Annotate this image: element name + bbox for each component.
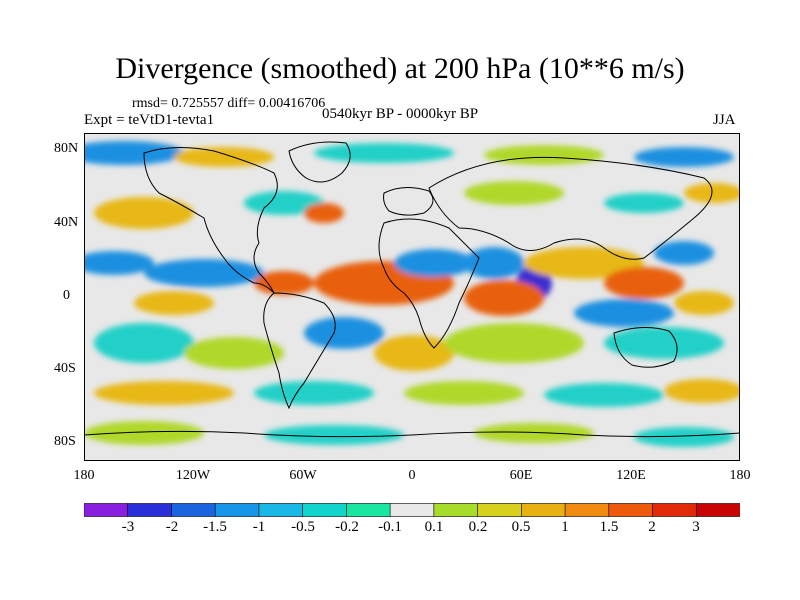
colorbar-label: -2 — [165, 519, 179, 535]
x-tick-label: 60W — [289, 468, 317, 483]
colorbar-swatch — [695, 503, 740, 517]
field-region — [304, 317, 384, 349]
field-region — [404, 381, 524, 405]
x-tick-label: 180 — [729, 468, 751, 483]
field-region — [254, 271, 314, 295]
field-region — [184, 337, 284, 369]
field-region — [94, 381, 234, 405]
colorbar-label: 0.2 — [468, 519, 488, 535]
field-region — [574, 299, 674, 327]
colorbar-label: -3 — [121, 519, 135, 535]
colorbar-label: 1.5 — [599, 519, 619, 535]
field-region — [464, 247, 524, 279]
field-region — [134, 291, 214, 315]
field-region — [604, 327, 724, 359]
field-region — [144, 259, 264, 287]
field-region — [444, 323, 584, 363]
colorbar-label: 0.5 — [511, 519, 531, 535]
colorbar-swatch — [214, 503, 260, 517]
africa-coast — [378, 218, 480, 349]
colorbar-label: 2 — [648, 519, 656, 535]
y-tick-label: 0 — [63, 288, 70, 303]
asia-coast — [428, 156, 713, 260]
period-label: 0540kyr BP - 0000kyr BP — [322, 106, 479, 122]
y-tick-label: 40N — [54, 215, 79, 230]
antarctica-coast — [84, 430, 740, 438]
colorbar-swatch — [521, 503, 566, 517]
y-tick-label: 80N — [54, 141, 79, 156]
field-region — [664, 379, 740, 403]
field-region — [394, 249, 474, 277]
europe-coast — [383, 187, 434, 216]
stats-text: rmsd= 0.725557 diff= 0.00416706 — [132, 96, 326, 111]
colorbar-swatch — [652, 503, 697, 517]
season-label: JJA — [713, 112, 736, 128]
field-region — [254, 381, 374, 405]
field-region — [634, 427, 734, 447]
colorbar-label: 0.1 — [424, 519, 444, 535]
field-region — [544, 383, 664, 407]
x-tick-label: 120W — [175, 468, 211, 483]
colorbar-label: -0.1 — [378, 519, 402, 535]
plot-title: Divergence (smoothed) at 200 hPa (10**6 … — [115, 52, 685, 85]
x-tick-label: 180 — [73, 468, 95, 483]
x-tick-label: 0 — [408, 468, 416, 483]
divergence-field — [84, 141, 740, 447]
x-tick-label: 60E — [509, 468, 533, 483]
divergence-map — [84, 133, 740, 461]
colorbar-label: -0.2 — [335, 519, 359, 535]
field-region — [634, 147, 734, 167]
experiment-label: Expt = teVtD1-tevta1 — [84, 112, 215, 128]
field-region — [674, 291, 734, 315]
colorbar-label: -0.5 — [291, 519, 315, 535]
y-tick-label: 80S — [54, 434, 76, 449]
field-region — [654, 241, 714, 265]
field-region — [484, 145, 604, 165]
field-region — [474, 423, 594, 443]
colorbar-swatch — [258, 503, 304, 517]
colorbar-label: 1 — [561, 519, 569, 535]
field-region — [84, 251, 154, 275]
colorbar-swatch — [302, 503, 347, 517]
colorbar-label: -1.5 — [203, 519, 227, 535]
colorbar-swatch — [84, 503, 129, 517]
x-tick-label: 120E — [616, 468, 646, 483]
colorbar-swatch — [608, 503, 654, 517]
colorbar-swatch — [171, 503, 216, 517]
field-region — [84, 421, 204, 445]
colorbar-label: -1 — [252, 519, 266, 535]
colorbar-swatch — [564, 503, 610, 517]
field-region — [304, 203, 344, 223]
field-region — [604, 267, 684, 299]
field-region — [314, 143, 454, 163]
map-border — [84, 133, 740, 461]
field-region — [264, 425, 404, 445]
colorbar-swatch — [477, 503, 522, 517]
field-region — [524, 247, 644, 279]
north-america-coast — [143, 146, 278, 294]
south-america-coast — [263, 292, 336, 410]
australia-coast — [613, 327, 678, 368]
field-region — [374, 335, 454, 371]
colorbar-swatch — [127, 503, 173, 517]
field-region — [604, 193, 684, 213]
colorbar-label: 3 — [692, 519, 700, 535]
colorbar — [84, 503, 740, 517]
field-region — [464, 181, 564, 205]
coastlines — [84, 141, 740, 438]
field-region — [464, 280, 544, 316]
field-region — [84, 141, 184, 165]
colorbar-swatch — [433, 503, 479, 517]
field-region — [94, 197, 194, 229]
colorbar-swatch — [346, 503, 391, 517]
y-tick-label: 40S — [54, 361, 76, 376]
colorbar-swatch — [389, 503, 435, 517]
field-region — [94, 323, 194, 363]
greenland-coast — [288, 141, 351, 183]
field-region — [174, 147, 274, 167]
